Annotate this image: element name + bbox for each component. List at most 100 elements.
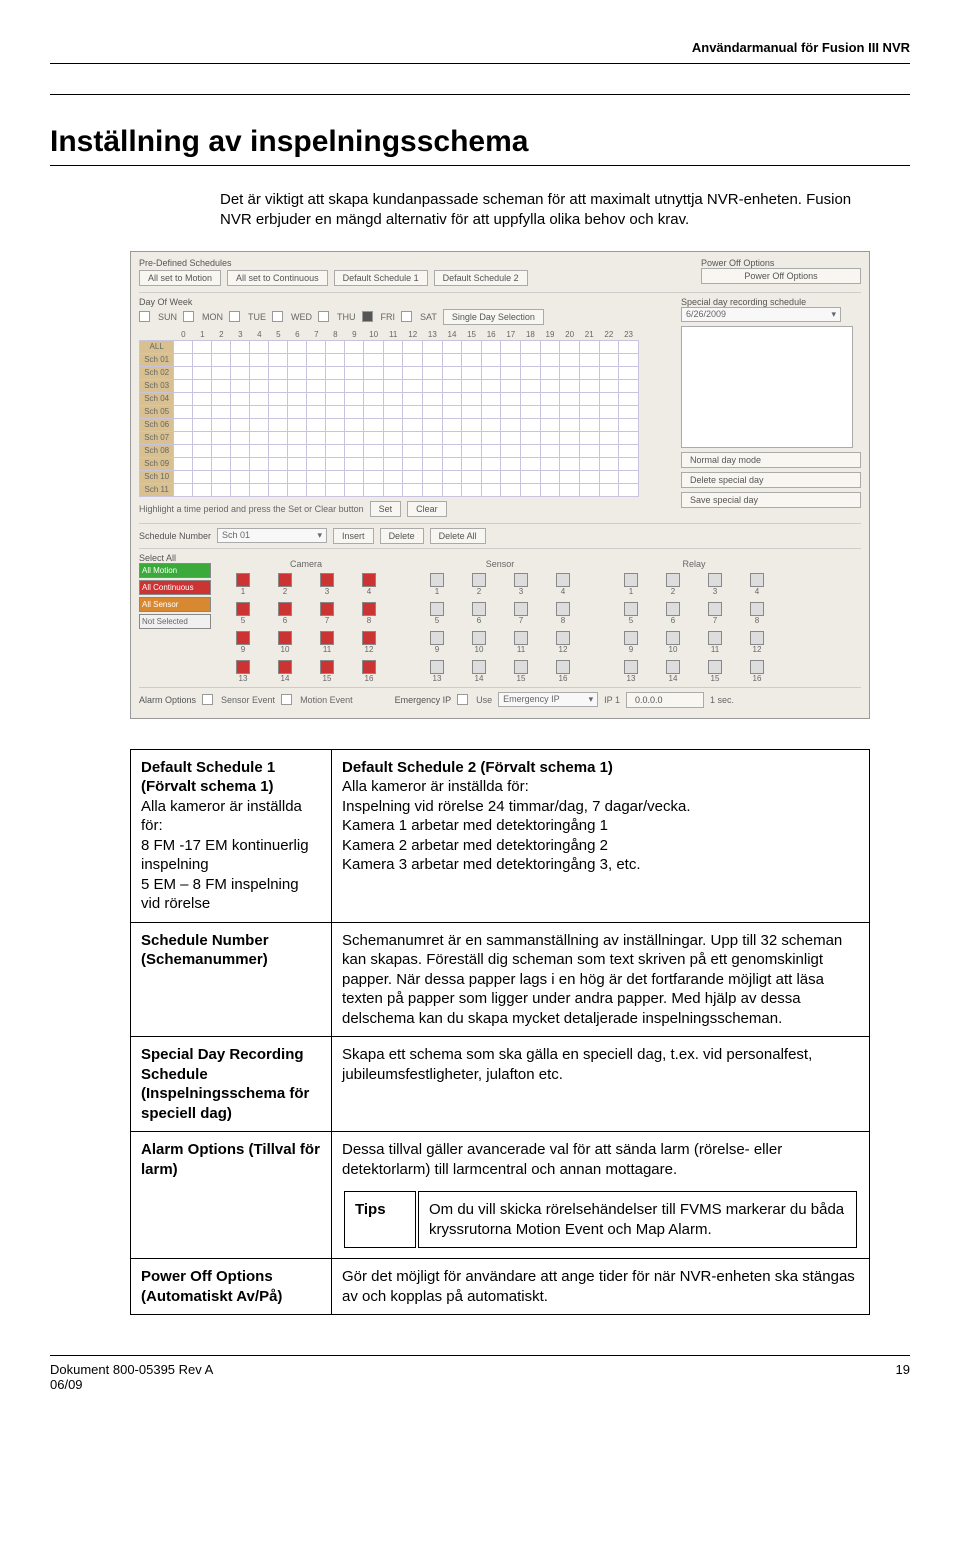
single-day-button[interactable]: Single Day Selection — [443, 309, 544, 325]
poweroff-desc: Gör det möjligt för användare att ange t… — [332, 1259, 870, 1315]
dow-checkbox[interactable] — [229, 311, 240, 322]
alarm-options-term: Alarm Options (Tillval för larm) — [131, 1132, 332, 1259]
normal-day-button[interactable]: Normal day mode — [681, 452, 861, 468]
date-dropdown[interactable]: 6/26/2009▾ — [681, 307, 841, 322]
doc-header-title: Användarmanual för Fusion III NVR — [50, 40, 910, 55]
dow-wed: WED — [291, 312, 312, 322]
predefined-label: Pre-Defined Schedules — [139, 258, 691, 268]
all-sensor-button[interactable]: All Sensor — [139, 597, 211, 612]
alarm-options-desc: Dessa tillval gäller avancerade val för … — [332, 1132, 870, 1259]
chevron-down-icon: ▾ — [589, 694, 594, 705]
schedule-number-dropdown[interactable]: Sch 01▾ — [217, 528, 327, 543]
dow-row: SUN MON TUE WED THU FRI SAT Single Day S… — [139, 309, 671, 325]
ip-value[interactable]: 0.0.0.0 — [626, 692, 704, 708]
tips-table: Tips Om du vill skicka rörelsehändelser … — [342, 1189, 859, 1250]
dow-checkbox[interactable] — [272, 311, 283, 322]
ds2-line3: Kamera 2 arbetar med detektoringång 2 — [342, 837, 608, 854]
sensor-event-checkbox[interactable] — [202, 694, 213, 705]
save-special-button[interactable]: Save special day — [681, 492, 861, 508]
ds1-line2: 5 EM – 8 FM inspelning vid rörelse — [141, 876, 299, 913]
dow-sun: SUN — [158, 312, 177, 322]
delete-button[interactable]: Delete — [380, 528, 424, 544]
motion-event-label: Motion Event — [300, 695, 353, 705]
special-day-list[interactable] — [681, 326, 853, 448]
sensor-grid[interactable]: 1234 5678 9101112 13141516 — [423, 573, 577, 683]
schedule-number-label: Schedule Number — [139, 531, 211, 541]
dow-checkbox[interactable] — [183, 311, 194, 322]
schedule-number-term: Schedule Number (Schemanummer) — [131, 922, 332, 1037]
relay-grid[interactable]: 1234 5678 9101112 13141516 — [617, 573, 771, 683]
dow-checkbox[interactable] — [401, 311, 412, 322]
preset-all-motion-button[interactable]: All set to Motion — [139, 270, 221, 286]
special-day-desc: Skapa ett schema som ska gälla en specie… — [332, 1037, 870, 1132]
intro-paragraph: Det är viktigt att skapa kundanpassade s… — [220, 190, 870, 231]
select-all-label: Select All — [139, 553, 217, 563]
ds2-title: Default Schedule 2 (Förvalt schema 1) — [342, 759, 613, 776]
h1-rule-top — [50, 94, 910, 95]
dow-sat: SAT — [420, 312, 437, 322]
special-day-label: Special day recording schedule — [681, 297, 861, 307]
ds2-line2: Kamera 1 arbetar med detektoringång 1 — [342, 817, 608, 834]
camera-column: Camera 1234 5678 9101112 13141516 — [229, 559, 383, 683]
all-continuous-button[interactable]: All Continuous — [139, 580, 211, 595]
dow-mon: MON — [202, 312, 223, 322]
sec-label: 1 sec. — [710, 695, 734, 705]
schedule-screenshot: Pre-Defined Schedules All set to Motion … — [130, 251, 870, 719]
preset-default1-button[interactable]: Default Schedule 1 — [334, 270, 428, 286]
default-schedule-2-cell: Default Schedule 2 (Förvalt schema 1) Al… — [332, 749, 870, 922]
dow-thu: THU — [337, 312, 356, 322]
schedule-number-desc: Schemanumret är en sammanställning av in… — [332, 922, 870, 1037]
default-schedule-1-cell: Default Schedule 1 (Förvalt schema 1) Al… — [131, 749, 332, 922]
ds2-line1: Inspelning vid rörelse 24 timmar/dag, 7 … — [342, 798, 691, 815]
alarm-options-label: Alarm Options — [139, 695, 196, 705]
schedule-grid[interactable]: 01234567891011121314151617181920212223 A… — [139, 329, 671, 497]
tips-label: Tips — [344, 1191, 416, 1248]
header-rule — [50, 63, 910, 64]
dow-checkbox[interactable] — [362, 311, 373, 322]
clear-button[interactable]: Clear — [407, 501, 447, 517]
motion-event-checkbox[interactable] — [281, 694, 292, 705]
camera-col-header: Camera — [229, 559, 383, 569]
sensor-column: Sensor 1234 5678 9101112 13141516 — [423, 559, 577, 683]
page-title: Inställning av inspelningsschema — [50, 125, 910, 159]
special-day-term: Special Day Recording Schedule (Inspelni… — [131, 1037, 332, 1132]
sensor-col-header: Sensor — [423, 559, 577, 569]
footer-page-number: 19 — [896, 1362, 910, 1392]
ip1-label: IP 1 — [604, 695, 620, 705]
ds1-title: Default Schedule 1 (Förvalt schema 1) — [141, 759, 275, 796]
relay-col-header: Relay — [617, 559, 771, 569]
chevron-down-icon: ▾ — [318, 530, 323, 541]
definitions-table: Default Schedule 1 (Förvalt schema 1) Al… — [130, 749, 870, 1316]
use-checkbox[interactable] — [457, 694, 468, 705]
poweroff-label: Power Off Options — [701, 258, 861, 268]
tips-text: Om du vill skicka rörelsehändelser till … — [418, 1191, 857, 1248]
use-label: Use — [476, 695, 492, 705]
preset-default2-button[interactable]: Default Schedule 2 — [434, 270, 528, 286]
grid-hint: Highlight a time period and press the Se… — [139, 504, 364, 514]
set-button[interactable]: Set — [370, 501, 402, 517]
poweroff-button[interactable]: Power Off Options — [701, 268, 861, 284]
emergency-ip-dropdown[interactable]: Emergency IP▾ — [498, 692, 598, 707]
dow-checkbox[interactable] — [318, 311, 329, 322]
camera-grid[interactable]: 1234 5678 9101112 13141516 — [229, 573, 383, 683]
dow-checkbox[interactable] — [139, 311, 150, 322]
dow-label: Day Of Week — [139, 297, 671, 307]
ds2-sub: Alla kameror är inställda för: — [342, 778, 529, 795]
dow-fri: FRI — [381, 312, 396, 322]
footer-date: 06/09 — [50, 1377, 83, 1392]
sensor-event-label: Sensor Event — [221, 695, 275, 705]
all-motion-button[interactable]: All Motion — [139, 563, 211, 578]
alarm-options-text: Dessa tillval gäller avancerade val för … — [342, 1141, 782, 1178]
insert-button[interactable]: Insert — [333, 528, 374, 544]
h1-rule-bottom — [50, 165, 910, 166]
footer-doc-id: Dokument 800-05395 Rev A — [50, 1362, 213, 1377]
poweroff-term: Power Off Options (Automatiskt Av/På) — [131, 1259, 332, 1315]
relay-column: Relay 1234 5678 9101112 13141516 — [617, 559, 771, 683]
delete-all-button[interactable]: Delete All — [430, 528, 486, 544]
delete-special-button[interactable]: Delete special day — [681, 472, 861, 488]
emergency-ip-label: Emergency IP — [395, 695, 452, 705]
not-selected-button[interactable]: Not Selected — [139, 614, 211, 629]
dow-tue: TUE — [248, 312, 266, 322]
ds2-line4: Kamera 3 arbetar med detektoringång 3, e… — [342, 856, 641, 873]
preset-all-continuous-button[interactable]: All set to Continuous — [227, 270, 328, 286]
